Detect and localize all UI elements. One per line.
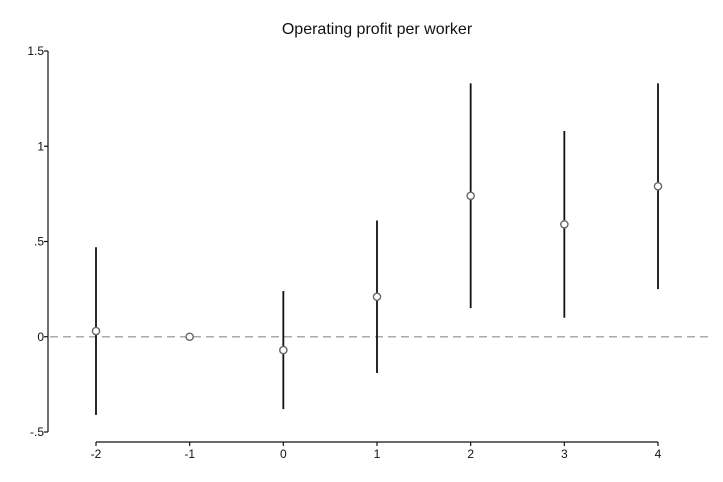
point-estimate-marker: [466, 191, 475, 201]
y-tick-label: .5: [34, 235, 44, 249]
x-tick-label: -1: [184, 447, 195, 461]
x-tick-label: 1: [374, 447, 381, 461]
point-estimates: [91, 181, 663, 355]
point-estimate-marker: [653, 181, 663, 191]
x-tick-label: 3: [561, 447, 568, 461]
point-estimate-marker: [372, 292, 382, 302]
y-tick-label: -.5: [30, 425, 44, 439]
chart-title: Operating profit per worker: [282, 21, 473, 38]
y-tick-label: 0: [37, 330, 44, 344]
point-estimate-marker: [279, 345, 288, 355]
x-tick-label: -2: [91, 447, 102, 461]
x-tick-label: 2: [467, 447, 474, 461]
x-axis: -2 -1 0 1 2 3 4: [91, 441, 662, 461]
point-estimate-marker: [560, 220, 569, 229]
point-estimate-marker: [185, 332, 194, 342]
point-estimate-marker: [91, 326, 101, 336]
x-tick-label: 0: [280, 447, 287, 461]
y-tick-label: 1.5: [27, 44, 44, 58]
y-tick-label: 1: [37, 139, 44, 153]
x-tick-label: 4: [655, 447, 662, 461]
y-axis: -.5 0 .5 1 1.5: [27, 44, 49, 439]
